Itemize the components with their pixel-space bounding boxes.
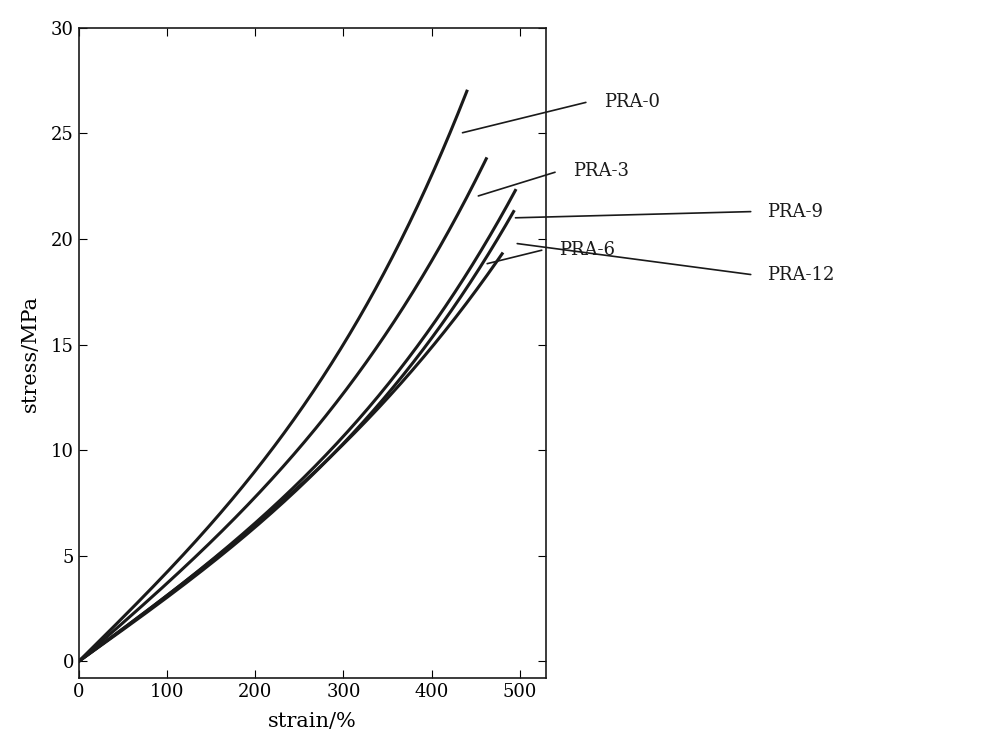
Text: PRA-6: PRA-6 bbox=[559, 241, 615, 259]
Y-axis label: stress/MPa: stress/MPa bbox=[21, 295, 40, 411]
Text: PRA-0: PRA-0 bbox=[604, 92, 660, 111]
Text: PRA-3: PRA-3 bbox=[573, 162, 629, 180]
Text: PRA-12: PRA-12 bbox=[767, 266, 834, 284]
Text: PRA-9: PRA-9 bbox=[767, 202, 823, 220]
X-axis label: strain/%: strain/% bbox=[268, 712, 357, 731]
